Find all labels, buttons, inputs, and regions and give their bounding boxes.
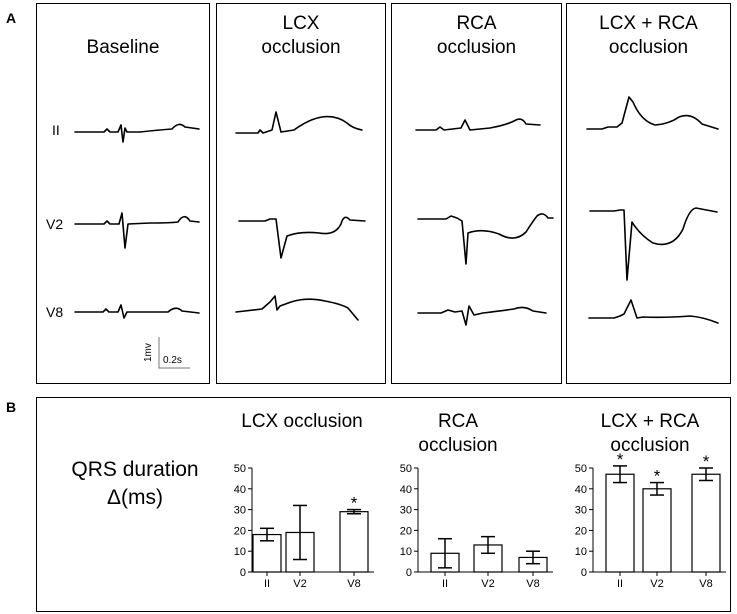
chart-lcx-ytick-label: 50 — [234, 463, 246, 475]
lead-ii-label: II — [52, 122, 60, 138]
chart-lcx-rca-ytick-label: 30 — [575, 505, 587, 517]
ecg-trace-lcx-rca-ii — [586, 96, 719, 130]
significance-asterisk: * — [617, 450, 624, 469]
lcx-rca-title-line2: occlusion — [608, 37, 689, 58]
ecg-trace-lcx-rca-v2 — [589, 207, 718, 281]
rca-title-line2: occlusion — [436, 37, 517, 58]
chart-lcx-title: LCX occlusion — [241, 411, 363, 432]
ecg-trace-rca-v2 — [417, 213, 554, 265]
qrs-label-line2: Δ(ms) — [106, 486, 163, 509]
qrs-panel — [36, 397, 731, 612]
chart-rca-ytick-label: 30 — [400, 505, 412, 517]
lcx-rca-title-line1: LCX + RCA — [599, 13, 698, 34]
chart-lcx-rca-ytick-label: 0 — [581, 567, 587, 579]
chart-lcx-ytick-label: 0 — [240, 567, 246, 579]
xtick-label-rca-v8: V8 — [526, 578, 539, 590]
xtick-label-lcx-v8: V8 — [347, 578, 360, 590]
bar-lcx-rca-v8 — [691, 473, 721, 573]
chart-rca-ytick-label: 20 — [400, 525, 412, 537]
rca-title-line1: RCA — [456, 13, 497, 34]
ecg-trace-lcx-ii — [235, 111, 363, 134]
lcx-rca-occlusion-title: LCX + RCA occlusion — [566, 12, 731, 60]
baseline-title: Baseline — [36, 36, 210, 60]
ecg-trace-baseline-ii — [74, 123, 200, 143]
lead-v8-label: V8 — [46, 304, 64, 320]
rca-occlusion-panel — [391, 3, 562, 384]
significance-asterisk: * — [351, 494, 358, 513]
xtick-label-rca-v2: V2 — [481, 578, 494, 590]
lcx-title-line1: LCX — [282, 13, 320, 34]
baseline-title-line: Baseline — [86, 37, 160, 58]
ecg-trace-rca-v8 — [417, 305, 547, 326]
panel-b-letter: B — [6, 399, 17, 415]
ecg-trace-lcx-v2 — [238, 216, 366, 259]
chart-rca-ytick-label: 10 — [400, 546, 412, 558]
qrs-label-line1: QRS duration — [71, 458, 199, 481]
xtick-label-lcx-ii: II — [264, 578, 270, 590]
baseline-panel — [36, 3, 210, 384]
chart-rca-ytick-label: 0 — [406, 567, 412, 579]
xtick-label-lcx-rca-v2: V2 — [650, 578, 663, 590]
xtick-label-lcx-rca-ii: II — [617, 578, 623, 590]
lcx-occlusion-panel — [216, 3, 386, 384]
bar-lcx-rca-ii — [605, 473, 635, 573]
ecg-trace-baseline-v8 — [74, 304, 200, 319]
chart-lcx-rca-ytick-label: 50 — [575, 463, 587, 475]
lcx-rca-occlusion-panel — [566, 3, 731, 384]
chart-lcx-ytick-label: 20 — [234, 525, 246, 537]
significance-asterisk: * — [654, 467, 661, 486]
lcx-title-line2: occlusion — [261, 37, 341, 58]
ecg-trace-rca-ii — [415, 118, 541, 131]
chart-lcx-rca-title: LCX + RCA occlusion — [600, 411, 700, 456]
scale-bar-lines — [158, 337, 190, 369]
chart-rca-ytick-label: 50 — [400, 463, 412, 475]
chart-lcx-ytick-label: 30 — [234, 505, 246, 517]
ecg-trace-lcx-rca-v8 — [588, 299, 719, 324]
chart-lcx-ytick-label: 10 — [234, 546, 246, 558]
xtick-label-rca-ii: II — [442, 578, 448, 590]
chart-lcx-rca-ytick-label: 20 — [575, 525, 587, 537]
significance-asterisk: * — [703, 452, 710, 471]
chart-rca-ytick-label: 40 — [400, 484, 412, 496]
chart-lcx-rca-ytick-label: 40 — [575, 484, 587, 496]
rca-occlusion-title: RCA occlusion — [391, 12, 562, 60]
qrs-duration-label: QRS duration Δ(ms) — [40, 456, 230, 512]
xtick-label-lcx-v2: V2 — [293, 578, 306, 590]
ecg-traces — [74, 96, 719, 369]
panel-a-letter: A — [6, 10, 17, 26]
chart-lcx-rca-ytick-label: 10 — [575, 546, 587, 558]
scale-time-label: 0.2s — [163, 355, 182, 366]
ecg-trace-baseline-v2 — [74, 212, 200, 249]
lcx-occlusion-title: LCX occlusion — [216, 12, 386, 60]
chart-lcx-ytick-label: 40 — [234, 484, 246, 496]
bar-lcx-rca-v2 — [642, 488, 672, 573]
ecg-trace-lcx-v8 — [235, 295, 359, 321]
bar-lcx-v8 — [339, 511, 369, 573]
xtick-label-lcx-rca-v8: V8 — [699, 578, 712, 590]
lead-v2-label: V2 — [46, 216, 64, 232]
chart-rca-title: RCA occlusion — [418, 411, 498, 456]
